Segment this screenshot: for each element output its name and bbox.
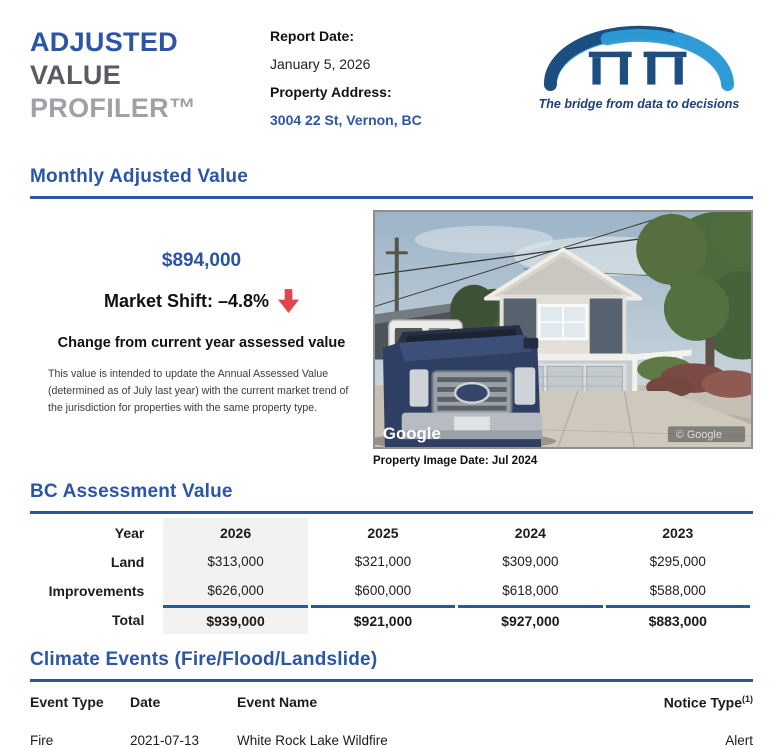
climate-section-title: Climate Events (Fire/Flood/Landslide) [30,649,378,670]
year-2025: 2025 [367,524,399,541]
property-photo-figure: Google © Google Property Image Date: Jul… [373,210,753,467]
report-date-label: Report Date: [270,28,355,44]
report-meta: Report Date: January 5, 2026 Property Ad… [270,22,518,140]
property-photo: Google © Google [373,210,753,449]
photo-caption: Property Image Date: Jul 2024 [373,455,538,467]
improvements-2026: $626,000 [163,576,308,605]
date-header: Date [130,694,161,711]
property-address-label: Property Address: [270,84,392,100]
monthly-value-panel: $894,000 Market Shift: –4.8% Change from… [30,210,373,467]
section-divider [30,511,753,514]
land-2025: $321,000 [354,554,412,569]
land-2026: $313,000 [163,547,308,576]
event-type-cell: Fire [30,732,54,748]
title-line-2: VALUE [30,60,122,90]
logo-tagline: The bridge from data to decisions [538,97,740,111]
market-shift: Market Shift: –4.8% [30,289,373,314]
right-tree [636,212,751,389]
event-name-header: Event Name [237,694,318,711]
year-2026: 2026 [163,518,308,547]
market-shift-label: Market Shift: –4.8% [103,291,270,311]
company-logo: The bridge from data to decisions [525,22,753,111]
monthly-section-title: Monthly Adjusted Value [30,166,248,187]
year-2023: 2023 [662,524,694,541]
product-title: ADJUSTED VALUE PROFILER™ [30,22,270,125]
property-address-value: 3004 22 St, Vernon, BC [270,112,422,128]
notice-type-footnote: (1) [742,694,753,704]
improvements-row: Improvements $626,000 $600,000 $618,000 … [33,576,750,605]
land-label: Land [110,553,145,570]
year-2024: 2024 [514,524,546,541]
year-row-label: Year [114,524,145,541]
climate-event-row: Fire 2021-07-13 White Rock Lake Wildfire… [30,715,753,748]
land-row: Land $313,000 $321,000 $309,000 $295,000 [33,547,750,576]
market-shift-subtitle: Change from current year assessed value [57,335,346,351]
total-2023: $883,000 [605,605,750,634]
total-2024: $927,000 [458,605,603,634]
pickup-truck [375,325,557,447]
google-watermark: Google [383,424,441,443]
section-climate-events: Climate Events (Fire/Flood/Landslide) Ev… [30,649,753,748]
total-2026: $939,000 [163,605,308,634]
event-name-cell: White Rock Lake Wildfire [237,732,388,748]
assessment-table: Year 2026 2025 2024 2023 Land $313,000 $… [30,518,753,634]
improvements-label: Improvements [48,582,145,599]
notice-type-header: Notice Type(1) [663,694,753,711]
section-bc-assessment: BC Assessment Value Year 2026 2025 2024 … [30,481,753,634]
bc-section-title: BC Assessment Value [30,481,233,502]
climate-events-table: Event Type Date Event Name Notice Type(1… [30,694,753,748]
bridge-logo-icon [544,25,734,91]
section-monthly-adjusted-value: Monthly Adjusted Value $894,000 Market S… [30,166,753,467]
climate-header-row: Event Type Date Event Name Notice Type(1… [30,694,753,715]
improvements-2023: $588,000 [649,583,706,598]
notice-type-cell: Alert [725,732,753,748]
report-date-value: January 5, 2026 [270,56,371,72]
improvements-2024: $618,000 [502,583,559,598]
down-arrow-icon [278,289,300,313]
event-type-header: Event Type [30,694,104,711]
total-label: Total [111,611,145,628]
total-row: Total $939,000 $921,000 $927,000 $883,00… [33,605,750,634]
section-divider [30,196,753,199]
assessment-header-row: Year 2026 2025 2024 2023 [33,518,750,547]
report-header: ADJUSTED VALUE PROFILER™ Report Date: Ja… [30,22,753,140]
improvements-2025: $600,000 [354,583,412,598]
section-divider [30,679,753,682]
land-2023: $295,000 [649,554,706,569]
value-description: This value is intended to update the Ann… [48,368,349,414]
land-2024: $309,000 [502,554,559,569]
adjusted-value-amount: $894,000 [161,250,242,271]
total-2025: $921,000 [310,605,456,634]
title-line-3: PROFILER™ [30,93,197,123]
title-line-1: ADJUSTED [30,27,178,57]
google-copyright: © Google [676,429,722,441]
event-date-cell: 2021-07-13 [130,732,200,748]
